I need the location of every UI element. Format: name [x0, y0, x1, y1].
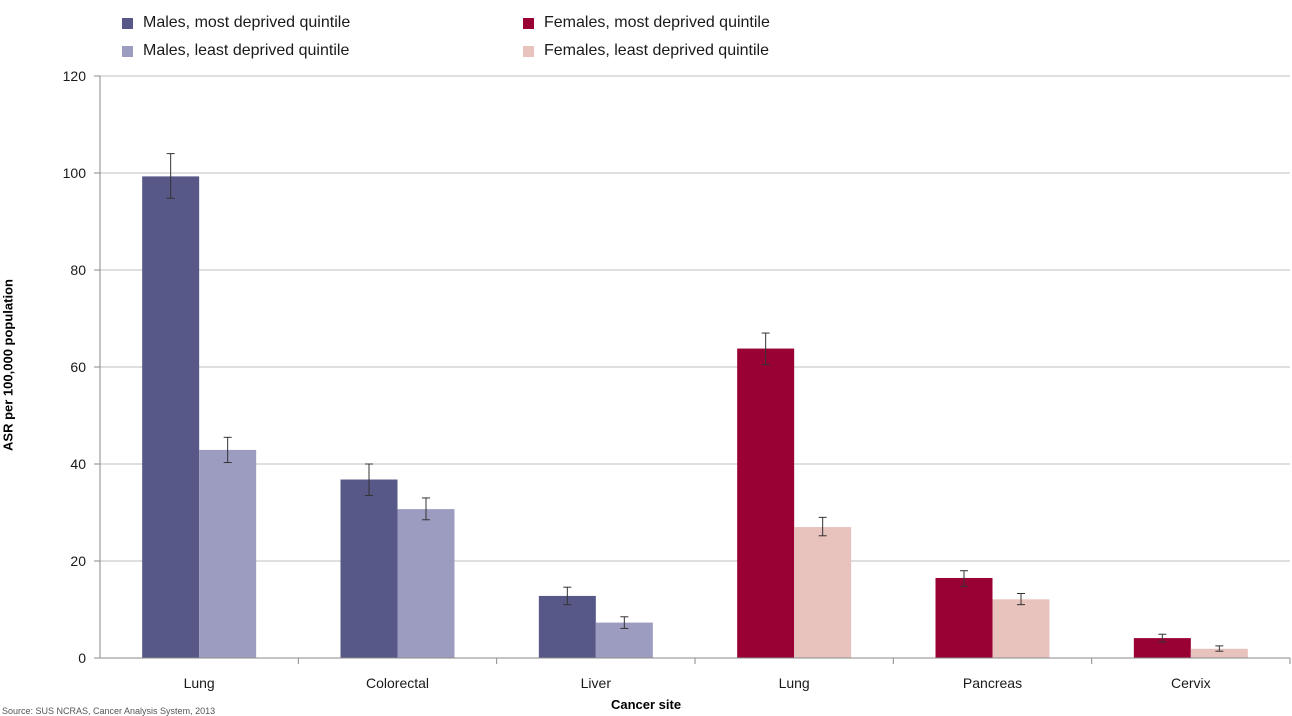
error-bar-2-4 — [960, 570, 968, 587]
bar-0-1 — [340, 479, 398, 658]
gridlines — [100, 75, 1290, 562]
y-tick-label: 120 — [63, 68, 87, 84]
bar-3-4 — [992, 599, 1050, 658]
legend-item-males-most: Males, most deprived quintile — [122, 14, 350, 32]
bar-3-3 — [794, 527, 852, 658]
error-bar-3-3 — [818, 516, 827, 537]
y-axis-title: ASR per 100,000 population — [0, 279, 16, 451]
error-bar-3-4 — [1017, 592, 1025, 606]
x-axis-title: Cancer site — [610, 697, 682, 712]
error-bar-3-5 — [1215, 645, 1224, 652]
y-tick-label: 60 — [70, 359, 86, 375]
bars — [142, 176, 1248, 658]
legend-label-females-most: Females, most deprived quintile — [544, 14, 770, 31]
bar-2-3 — [737, 348, 795, 658]
legend-swatch-females-most — [523, 17, 534, 29]
legend-swatch-females-least — [523, 45, 534, 57]
legend-label-females-least: Females, least deprived quintile — [544, 42, 770, 59]
bar-3-5 — [1190, 648, 1248, 658]
error-bar-0-1 — [365, 463, 373, 497]
y-tick-label: 100 — [63, 165, 87, 181]
error-bar-2-3 — [761, 332, 770, 366]
y-tick-labels: 0 20 40 60 80 100 120 — [63, 68, 100, 666]
error-bar-2-5 — [1158, 633, 1167, 643]
y-tick-label: 40 — [70, 456, 86, 472]
error-bars — [166, 153, 1224, 652]
legend-item-males-least: Males, least deprived quintile — [122, 42, 349, 60]
x-tick-label: Cervix — [1171, 675, 1211, 691]
x-tick-label: Liver — [581, 675, 612, 691]
legend: Males, most deprived quintile Males, lea… — [0, 0, 1292, 70]
error-bar-1-1 — [422, 497, 430, 521]
x-tick-label: Lung — [184, 675, 215, 691]
bar-0-0 — [142, 176, 200, 658]
x-tick-label: Colorectal — [366, 675, 429, 691]
error-bar-0-2 — [563, 586, 572, 606]
error-bar-0-0 — [166, 153, 175, 199]
legend-label-males-most: Males, most deprived quintile — [143, 14, 351, 31]
y-tick-label: 80 — [70, 262, 86, 278]
bar-2-4 — [935, 577, 993, 658]
error-bar-1-2 — [620, 616, 629, 629]
legend-item-females-most: Females, most deprived quintile — [523, 14, 770, 32]
legend-item-females-least: Females, least deprived quintile — [523, 42, 769, 60]
bar-2-5 — [1133, 638, 1191, 658]
source-footnote: Source: SUS NCRAS, Cancer Analysis Syste… — [2, 706, 216, 716]
x-tick-label: Lung — [779, 675, 810, 691]
x-tick-labels: Lung Colorectal Liver Lung Pancreas Cervix — [184, 658, 1291, 691]
legend-swatch-males-most — [122, 17, 133, 29]
error-bar-1-0 — [223, 436, 232, 464]
x-tick-label: Pancreas — [963, 675, 1022, 691]
y-tick-label: 20 — [70, 553, 86, 569]
bar-1-0 — [199, 449, 257, 658]
bar-0-2 — [538, 595, 596, 658]
bar-1-1 — [397, 509, 455, 658]
legend-swatch-males-least — [122, 45, 133, 57]
y-tick-label: 0 — [78, 650, 86, 666]
legend-label-males-least: Males, least deprived quintile — [143, 42, 350, 59]
